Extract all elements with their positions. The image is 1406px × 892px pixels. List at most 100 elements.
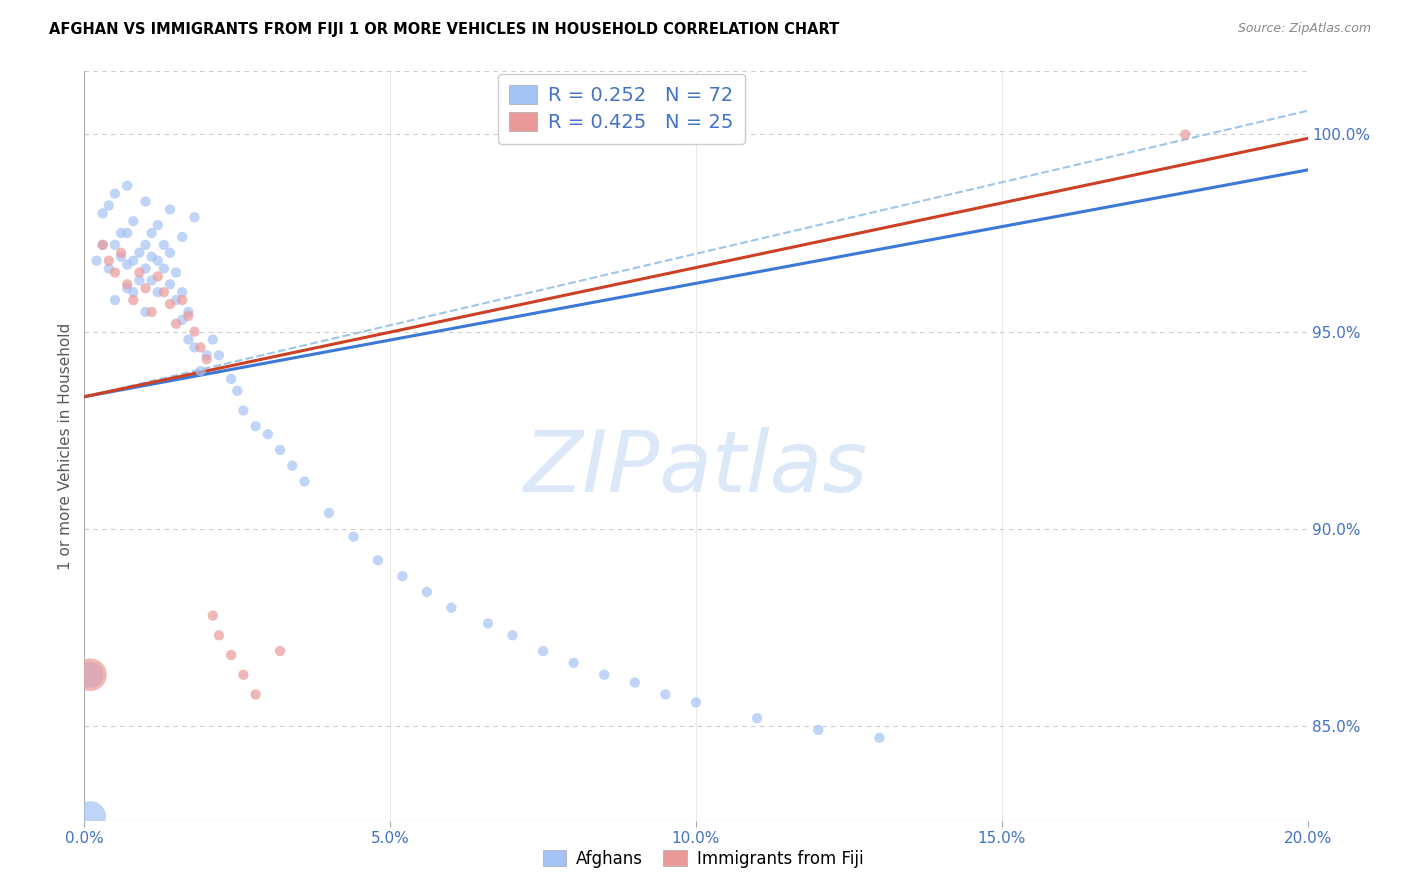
Text: ZIPatlas: ZIPatlas [524,427,868,510]
Point [477,616,499,631]
Point [79,810,101,824]
Point [531,644,554,658]
Point [86,253,108,268]
Point [201,333,224,347]
Point [141,273,163,287]
Point [183,325,205,339]
Point [869,731,891,745]
Text: AFGHAN VS IMMIGRANTS FROM FIJI 1 OR MORE VEHICLES IN HOUSEHOLD CORRELATION CHART: AFGHAN VS IMMIGRANTS FROM FIJI 1 OR MORE… [49,22,839,37]
Point [502,628,524,642]
Point [141,305,163,319]
Point [624,675,647,690]
Point [440,600,463,615]
Point [165,265,187,279]
Point [146,218,169,232]
Point [367,553,389,567]
Point [91,206,114,220]
Point [128,245,150,260]
Point [104,238,127,252]
Point [208,628,231,642]
Point [122,253,145,268]
Point [135,281,157,295]
Point [146,253,169,268]
Point [257,427,280,442]
Point [153,285,176,300]
Point [115,178,138,193]
Point [183,211,205,225]
Point [135,194,157,209]
Point [146,269,169,284]
Point [159,277,181,292]
Point [141,250,163,264]
Point [208,348,231,362]
Point [115,277,138,292]
Point [159,245,181,260]
Point [654,688,676,702]
Point [79,667,101,681]
Point [232,403,254,417]
Point [190,364,212,378]
Point [318,506,340,520]
Point [245,419,267,434]
Point [135,305,157,319]
Point [593,667,616,681]
Legend: Afghans, Immigrants from Fiji: Afghans, Immigrants from Fiji [536,844,870,875]
Point [97,261,120,276]
Point [177,333,200,347]
Point [79,667,101,681]
Point [177,305,200,319]
Point [115,226,138,240]
Point [177,309,200,323]
Point [294,475,316,489]
Point [122,293,145,307]
Point [165,317,187,331]
Point [342,530,364,544]
Point [128,273,150,287]
Point [104,265,127,279]
Point [97,198,120,212]
Point [135,261,157,276]
Point [391,569,413,583]
Y-axis label: 1 or more Vehicles in Household: 1 or more Vehicles in Household [58,322,73,570]
Point [146,285,169,300]
Point [281,458,304,473]
Point [219,372,242,386]
Point [91,238,114,252]
Point [141,226,163,240]
Text: Source: ZipAtlas.com: Source: ZipAtlas.com [1237,22,1371,36]
Point [153,261,176,276]
Point [104,186,127,201]
Point [110,226,132,240]
Point [172,313,194,327]
Point [172,285,194,300]
Point [91,238,114,252]
Point [245,688,267,702]
Point [416,585,439,599]
Point [269,644,291,658]
Point [190,340,212,354]
Point [104,293,127,307]
Point [110,250,132,264]
Point [807,723,830,737]
Point [165,293,187,307]
Point [232,667,254,681]
Point [122,214,145,228]
Point [562,656,585,670]
Point [122,285,145,300]
Point [110,245,132,260]
Point [159,202,181,217]
Point [195,352,218,367]
Point [172,293,194,307]
Point [115,281,138,295]
Point [226,384,249,398]
Point [135,238,157,252]
Point [685,695,707,709]
Point [201,608,224,623]
Point [219,648,242,662]
Point [159,297,181,311]
Point [747,711,769,725]
Legend: R = 0.252   N = 72, R = 0.425   N = 25: R = 0.252 N = 72, R = 0.425 N = 25 [498,73,745,144]
Point [269,442,291,457]
Point [115,258,138,272]
Point [172,230,194,244]
